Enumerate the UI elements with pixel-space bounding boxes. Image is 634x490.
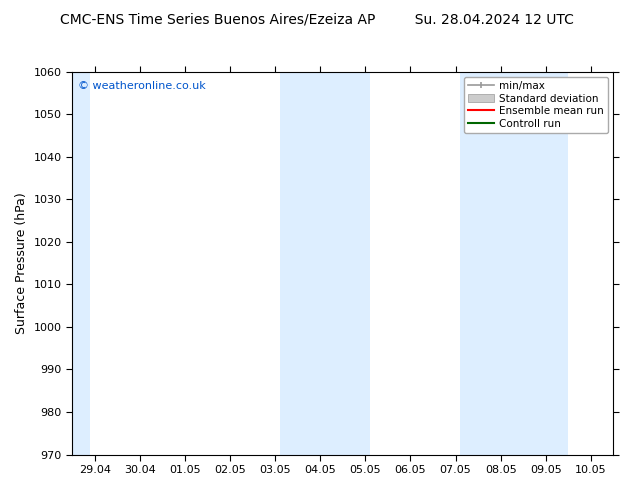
Y-axis label: Surface Pressure (hPa): Surface Pressure (hPa): [15, 192, 28, 334]
Bar: [325, 72, 370, 455]
Bar: [280, 72, 325, 455]
Bar: [505, 72, 568, 455]
Text: © weatheronline.co.uk: © weatheronline.co.uk: [77, 81, 205, 91]
Legend: min/max, Standard deviation, Ensemble mean run, Controll run: min/max, Standard deviation, Ensemble me…: [464, 77, 608, 133]
Bar: [72, 72, 90, 455]
Bar: [460, 72, 505, 455]
Text: CMC-ENS Time Series Buenos Aires/Ezeiza AP         Su. 28.04.2024 12 UTC: CMC-ENS Time Series Buenos Aires/Ezeiza …: [60, 12, 574, 26]
